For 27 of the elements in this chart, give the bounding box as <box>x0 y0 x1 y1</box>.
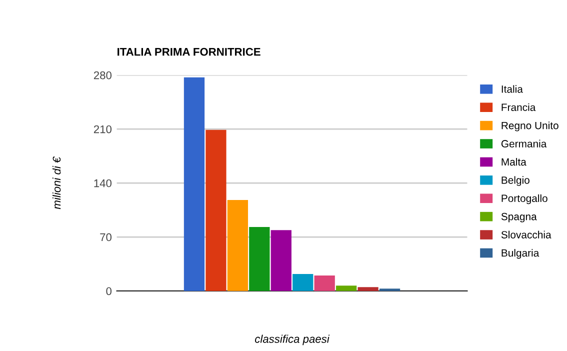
bar <box>249 226 270 291</box>
y-axis-title: milioni di € <box>52 156 61 210</box>
y-tick-label: 140 <box>94 179 112 188</box>
bar <box>227 200 248 291</box>
bar <box>292 274 314 291</box>
legend-label: Belgio <box>502 176 530 186</box>
legend-label: Germania <box>501 140 547 148</box>
legend-label: Portogallo <box>502 194 548 204</box>
y-tick-label: 280 <box>94 71 112 80</box>
y-tick-label: 210 <box>94 125 112 134</box>
bar <box>206 130 226 291</box>
bar <box>314 276 335 291</box>
legend-label: Francia <box>502 103 536 112</box>
y-tick-label: 70 <box>100 233 112 242</box>
x-axis-title: classifica paesi <box>255 334 330 346</box>
y-tick-label: 0 <box>106 287 112 296</box>
legend-label: Regno Unito <box>502 122 558 132</box>
legend-label: Slovacchia <box>501 230 552 238</box>
legend-label: Italia <box>502 85 523 93</box>
chart-title: ITALIA PRIMA FORNITRICE <box>118 48 260 56</box>
bar <box>358 287 378 291</box>
legend-label: Spagna <box>501 212 537 222</box>
bar <box>336 286 357 291</box>
legend-label: Malta <box>502 158 526 166</box>
bar <box>184 77 205 291</box>
bar <box>270 230 292 291</box>
legend-label: Bulgaria <box>502 248 540 259</box>
